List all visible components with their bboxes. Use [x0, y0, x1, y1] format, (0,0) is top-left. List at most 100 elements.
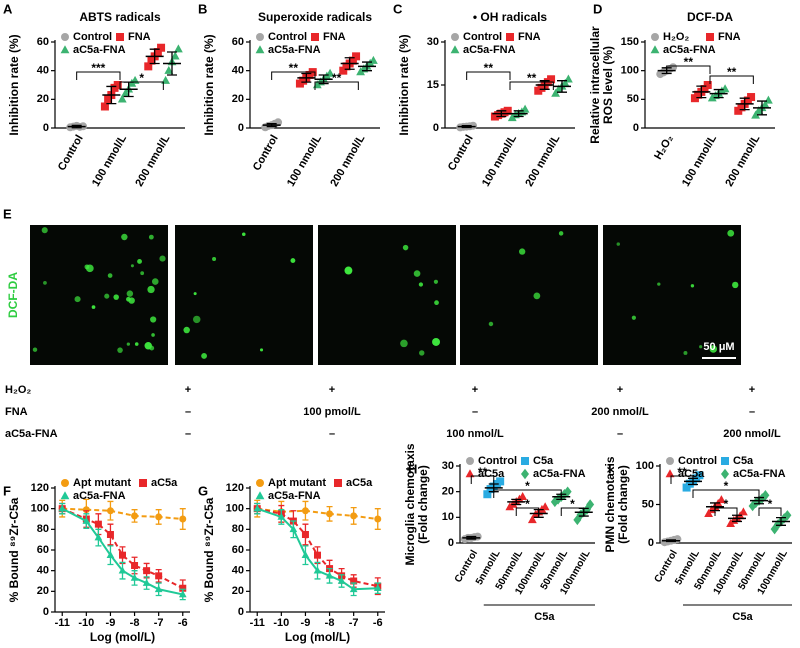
data-point	[350, 577, 358, 585]
data-point	[703, 81, 712, 89]
table-cell: –	[749, 406, 755, 418]
cell-spot	[419, 350, 425, 356]
y-axis-label: (Fold change)	[416, 465, 430, 544]
data-point	[121, 88, 130, 97]
panel-letter: G	[198, 483, 208, 498]
legend-label: aC5a	[478, 468, 505, 480]
data-point	[58, 504, 67, 512]
legend-marker	[465, 469, 475, 478]
cell-spot	[41, 227, 48, 234]
legend-label: Control	[73, 31, 112, 43]
data-point	[157, 43, 166, 52]
stain-label: DCF-DA	[6, 272, 20, 318]
data-point	[131, 512, 139, 520]
significance-label: *	[724, 479, 729, 493]
table-cell: –	[617, 428, 623, 440]
data-point	[100, 102, 109, 111]
cell-spot	[32, 347, 38, 352]
legend-label: Control	[478, 455, 517, 467]
legend-label: aC5a	[151, 477, 178, 489]
x-tick-label: 100 nmol/L	[480, 133, 519, 189]
x-tick-label: 100 nmol/L	[680, 133, 719, 189]
y-tick-label: 20	[37, 93, 49, 105]
data-point	[483, 490, 492, 499]
y-axis-label: % Bound ⁸⁹Zr-C5a	[202, 497, 216, 602]
legend-label: FNA	[323, 31, 346, 43]
y-tick-label: 120	[226, 482, 244, 494]
data-point	[560, 78, 570, 87]
x-tick-label: -9	[301, 617, 311, 629]
data-point	[106, 531, 114, 538]
cell-spot	[657, 282, 661, 286]
significance-bracket	[666, 65, 711, 74]
significance-bracket	[119, 81, 164, 90]
y-tick-label: 50	[627, 93, 639, 105]
cell-spot	[150, 316, 157, 323]
series-line	[62, 507, 183, 520]
legend-marker	[521, 457, 529, 465]
data-point	[326, 510, 334, 518]
cell-spot	[104, 293, 110, 299]
error-bar	[713, 88, 724, 99]
legend-marker	[521, 468, 529, 480]
legend-marker	[665, 469, 675, 478]
data-point	[337, 576, 346, 584]
legend-label: aC5a-FNA	[73, 490, 126, 502]
data-point	[118, 566, 127, 574]
x-tick-label: H₂O₂	[652, 133, 676, 162]
legend-label: Control	[463, 31, 502, 43]
error-bar	[739, 97, 750, 111]
legend-label: aC5a-FNA	[533, 468, 586, 480]
data-point	[153, 48, 162, 57]
data-point	[352, 52, 361, 61]
legend-marker	[450, 45, 460, 54]
y-tick-label: 15	[427, 79, 439, 91]
legend-marker	[60, 45, 70, 54]
cell-spot	[151, 278, 159, 285]
panel-letter: F	[3, 483, 11, 498]
x-tick-label: -8	[130, 617, 140, 629]
legend-label: Apt mutant	[268, 477, 326, 489]
significance-label: **	[332, 71, 342, 85]
y-tick-label: 80	[37, 523, 49, 535]
y-tick-label: 20	[442, 486, 454, 498]
cell-spot	[732, 281, 739, 289]
cell-spot	[402, 244, 409, 251]
y-tick-label: 50	[642, 498, 654, 510]
significance-bracket	[709, 75, 754, 84]
cell-spot	[533, 292, 541, 300]
cell-spot	[151, 333, 155, 337]
legend-marker	[666, 457, 674, 465]
data-point	[700, 85, 709, 94]
significance-label: **	[478, 465, 488, 479]
data-point	[325, 571, 334, 579]
cell-spot	[74, 296, 81, 303]
significance-bracket	[692, 489, 760, 498]
y-tick-label: 0	[633, 122, 639, 134]
y-tick-label: 0	[448, 537, 454, 549]
table-cell: +	[472, 384, 478, 396]
y-tick-label: 100	[636, 460, 654, 472]
x-tick-label: 200 nmol/L	[723, 133, 762, 189]
cell-spot	[183, 326, 190, 334]
legend-marker	[60, 491, 70, 500]
micrograph	[30, 225, 168, 365]
panel-letter: E	[3, 206, 12, 221]
data-point	[289, 525, 298, 533]
cell-spot	[126, 290, 134, 297]
significance-bracket	[509, 81, 554, 90]
table-cell: +	[185, 384, 191, 396]
y-tick-label: 80	[232, 523, 244, 535]
error-bar	[301, 72, 312, 83]
significance-label: **	[289, 61, 299, 75]
legend-label: Control	[268, 31, 307, 43]
table-cell: –	[185, 428, 191, 440]
data-point	[178, 590, 187, 598]
legend-marker	[721, 457, 729, 465]
data-point	[119, 551, 126, 559]
data-point	[374, 515, 382, 523]
x-axis-label: Log (mol/L)	[90, 630, 155, 644]
data-point	[104, 95, 113, 104]
error-bar	[511, 498, 522, 506]
legend-marker	[506, 33, 514, 41]
